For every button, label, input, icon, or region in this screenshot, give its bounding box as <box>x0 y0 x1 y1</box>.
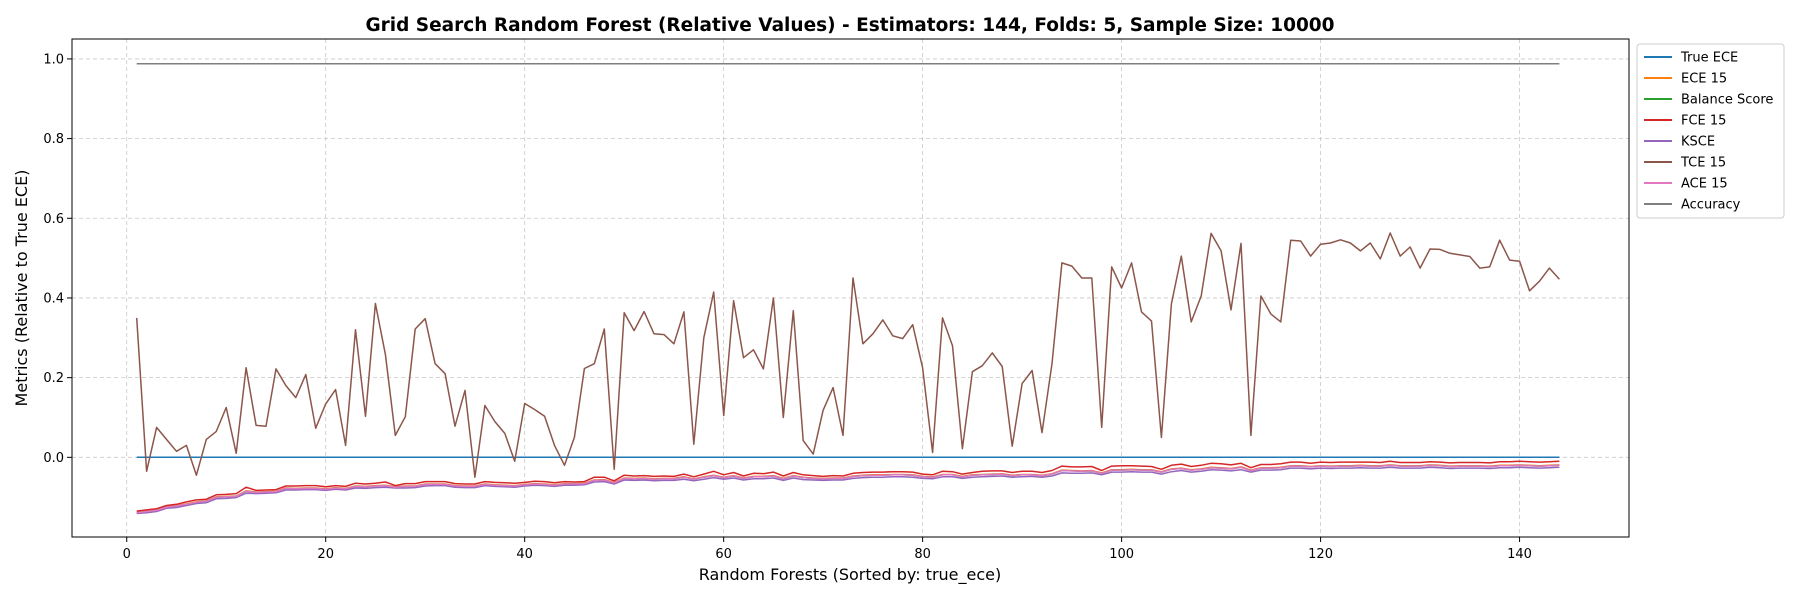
axis-ticks: 0 20 40 60 80 100 120 140 0.0 0.2 0.4 0.6 0.8 1.0 <box>43 52 1532 562</box>
y-tick-label: 0.2 <box>43 371 64 386</box>
legend-label-balance-score: Balance Score <box>1681 93 1773 108</box>
y-tick-label: 0.4 <box>43 291 64 306</box>
y-tick-label: 0.6 <box>43 212 64 227</box>
x-tick-label: 60 <box>715 547 732 562</box>
legend-label-ksce: KSCE <box>1681 135 1715 150</box>
x-tick-label: 80 <box>914 547 931 562</box>
x-tick-label: 40 <box>516 547 533 562</box>
series-line-ace-15 <box>136 464 1560 514</box>
y-tick-label: 0.0 <box>43 451 64 466</box>
legend-label-accuracy: Accuracy <box>1681 198 1741 213</box>
chart-title: Grid Search Random Forest (Relative Valu… <box>365 15 1334 36</box>
series-line-ksce <box>136 466 1560 515</box>
x-tick-label: 140 <box>1507 547 1532 562</box>
series-line-fce-15 <box>136 460 1560 512</box>
series-lines <box>135 62 1560 515</box>
legend-label-tce-15: TCE 15 <box>1680 156 1726 171</box>
plot-area-frame <box>71 38 1630 538</box>
y-tick-label: 0.8 <box>43 132 64 147</box>
legend-box <box>1636 43 1785 219</box>
y-tick-label: 1.0 <box>43 52 64 67</box>
legend-label-ace-15: ACE 15 <box>1681 177 1728 192</box>
legend: True ECE ECE 15 Balance Score FCE 15 KSCE TCE… <box>1636 43 1785 219</box>
y-axis-title: Metrics (Relative to True ECE) <box>12 170 31 407</box>
legend-label-fce-15: FCE 15 <box>1681 114 1726 129</box>
legend-label-true-ece: True ECE <box>1680 51 1738 66</box>
x-tick-label: 0 <box>123 547 131 562</box>
x-tick-label: 100 <box>1109 547 1134 562</box>
series-line-tce-15 <box>135 232 1560 478</box>
x-axis-title: Random Forests (Sorted by: true_ece) <box>699 565 1001 585</box>
x-tick-label: 120 <box>1308 547 1333 562</box>
legend-label-ece-15: ECE 15 <box>1681 72 1727 87</box>
x-tick-label: 20 <box>317 547 334 562</box>
